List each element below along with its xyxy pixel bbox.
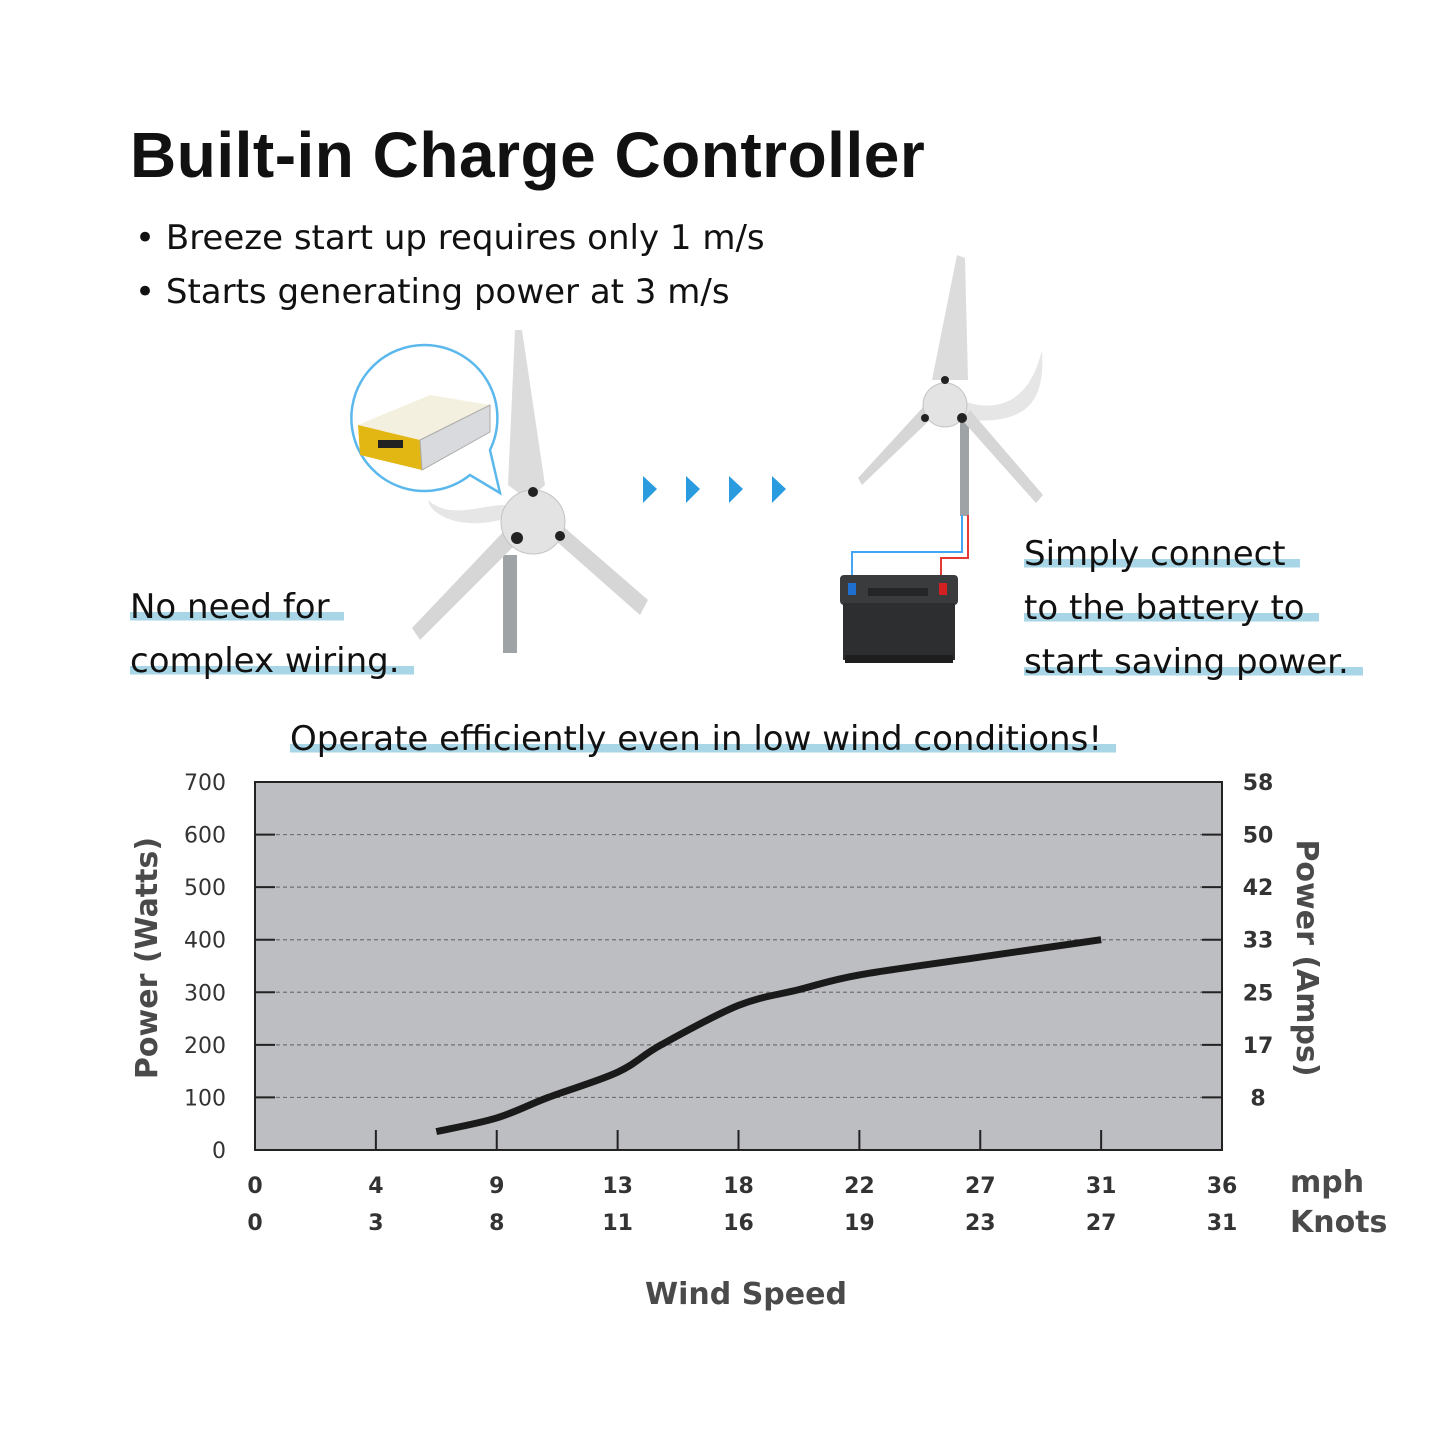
- charge-controller-image: [350, 343, 502, 496]
- left-caption-line: No need for: [130, 587, 344, 627]
- arrow-right-icon: [729, 476, 743, 503]
- y-tick-label: 100: [184, 1086, 226, 1111]
- y2-axis-label: Power (Amps): [1289, 839, 1324, 1076]
- x-mph-tick-label: 27: [965, 1174, 996, 1199]
- y2-tick-label: 33: [1243, 929, 1274, 954]
- y-tick-label: 500: [184, 876, 226, 901]
- plot-area: [254, 781, 1223, 1151]
- y-tick-label: 0: [212, 1139, 226, 1164]
- power-curve-line: [435, 936, 1102, 1136]
- left-caption-line: complex wiring.: [130, 641, 414, 681]
- page-title: Built-in Charge Controller: [130, 119, 926, 191]
- bullet-generating-power: • Starts generating power at 3 m/s: [135, 272, 730, 312]
- y2-tick-label: 58: [1243, 771, 1274, 796]
- illustration: [350, 255, 1043, 663]
- x-mph-tick-label: 22: [844, 1174, 875, 1199]
- y2-tick-label: 42: [1243, 876, 1274, 901]
- y-tick-label: 200: [184, 1034, 226, 1059]
- x-mph-tick-label: 13: [602, 1174, 633, 1199]
- chart-heading-text: Operate efficiently even in low wind con…: [290, 719, 1116, 759]
- arrow-right-icon: [643, 476, 657, 503]
- right-caption-line: to the battery to: [1024, 588, 1319, 628]
- x-knots-tick-label: 11: [602, 1211, 633, 1236]
- x-mph-tick-label: 9: [489, 1174, 504, 1199]
- x-mph-tick-label: 36: [1207, 1174, 1238, 1199]
- y-axis-label: Power (Watts): [130, 837, 165, 1079]
- y2-tick-label: 17: [1243, 1034, 1274, 1059]
- arrow-right-icon: [686, 476, 700, 503]
- x-mph-tick-label: 4: [368, 1174, 383, 1199]
- x-knots-tick-label: 0: [247, 1211, 262, 1236]
- right-caption: Simply connect to the battery to start s…: [1024, 527, 1363, 689]
- y2-tick-label: 25: [1243, 981, 1274, 1006]
- x-mph-tick-label: 31: [1086, 1174, 1117, 1199]
- battery-image: [840, 575, 958, 663]
- y2-tick-label: 50: [1243, 824, 1274, 849]
- x-mph-tick-label: 0: [247, 1174, 262, 1199]
- x-knots-tick-label: 19: [844, 1211, 875, 1236]
- x-knots-tick-label: 23: [965, 1211, 996, 1236]
- bullet-breeze-start: • Breeze start up requires only 1 m/s: [135, 218, 765, 258]
- wind-turbine-image: [858, 255, 1043, 516]
- chart-heading: Operate efficiently even in low wind con…: [290, 712, 1116, 766]
- right-caption-line: Simply connect: [1024, 534, 1300, 574]
- arrow-sequence: [643, 476, 786, 503]
- x-knots-tick-label: 27: [1086, 1211, 1117, 1236]
- x-knots-tick-label: 31: [1207, 1211, 1238, 1236]
- y-tick-label: 400: [184, 929, 226, 954]
- x-axis-label: Wind Speed: [645, 1277, 847, 1312]
- y2-tick-label: 8: [1250, 1086, 1265, 1111]
- right-caption-line: start saving power.: [1024, 642, 1363, 682]
- y-tick-label: 600: [184, 824, 226, 849]
- y-tick-label: 700: [184, 771, 226, 796]
- mph-unit-label: mph: [1290, 1165, 1364, 1200]
- x-knots-tick-label: 8: [489, 1211, 504, 1236]
- x-knots-tick-label: 16: [723, 1211, 754, 1236]
- x-mph-tick-label: 18: [723, 1174, 754, 1199]
- wind-turbine-image: [412, 330, 648, 653]
- left-caption: No need for complex wiring.: [130, 580, 414, 688]
- x-knots-tick-label: 3: [368, 1211, 383, 1236]
- knots-unit-label: Knots: [1290, 1205, 1387, 1240]
- arrow-right-icon: [772, 476, 786, 503]
- y-tick-label: 300: [184, 981, 226, 1006]
